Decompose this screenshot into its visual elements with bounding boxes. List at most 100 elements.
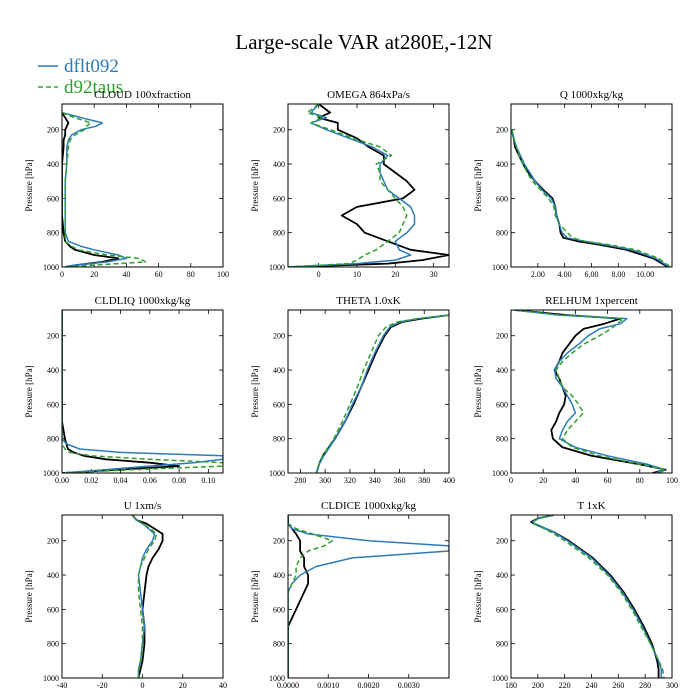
ytick-label: 200 [47,537,59,546]
ytick-label: 800 [496,229,508,238]
series-line-dflt092 [514,310,665,473]
legend-label-dflt092: dflt092 [64,56,119,77]
ylabel-q: Pressure [hPa] [473,159,483,211]
xtick-label: 40 [219,681,227,690]
panel-cloud: CLOUD 100xfraction Pressure [hPa] 20 0 400 60… [24,89,229,279]
xtick-label: -20 [97,681,108,690]
ytick-label: 600 [273,194,285,203]
series-line-obs [288,515,310,678]
panel-title-cloud: CLOUD 100xfraction [94,89,191,101]
panel-title-cldliq: CLDLIQ 1000xkg/kg [95,295,191,307]
series-line-dflt092 [315,314,449,473]
panel-omega: OMEGA 864xPa/s Pressure [hPa] 200 400 600 800… [250,89,450,279]
xtick-label: 100 [666,476,678,485]
ylabel-theta: Pressure [hPa] [250,365,260,417]
panel-title-q: Q 1000xkg/kg [560,89,624,101]
ytick-label: 800 [496,435,508,444]
ytick-label: 1000 [492,263,508,272]
plot-frame [61,309,224,474]
xtick-label: 400 [443,476,455,485]
plot-frame [510,103,673,268]
ytick-label: 400 [47,571,59,580]
ytick-label: 1000 [492,674,508,683]
panel-title-cldice: CLDICE 1000xkg/kg [321,500,417,512]
ytick-label: 800 [47,640,59,649]
ytick-label: 1000 [269,469,285,478]
series-line-d92taus [288,515,334,678]
ytick-label: 800 [47,435,59,444]
ytick-label: 200 [273,126,285,135]
xtick-label: 60 [155,270,163,279]
xtick-label: 0.02 [84,476,98,485]
series-line-d92taus [511,129,672,267]
panel-q: Q 1000xkg/kg Pressure [hPa] 200 400 600 800 10… [473,89,673,279]
series-line-d92taus [131,515,158,678]
xtick-label: 20 [90,270,98,279]
series-line-d92taus [288,104,408,267]
xtick-label: 6.00 [585,270,599,279]
xtick-label: 180 [505,681,517,690]
ylabel-cloud: Pressure [hPa] [24,159,34,211]
plot-frame [61,103,224,268]
xtick-label: 30 [430,270,438,279]
ytick-label: 600 [47,605,59,614]
series-line-dflt092 [62,111,128,267]
xtick-label: 4.00 [558,270,572,279]
ylabel-relhum: Pressure [hPa] [473,365,483,417]
panel-title-omega: OMEGA 864xPa/s [327,89,410,101]
series-line-d92taus [531,515,665,678]
xtick-label: 10 [353,270,361,279]
series-line-d92taus [514,310,667,473]
plot-frame [287,514,450,679]
series-line-obs [62,112,120,267]
xtick-label: 360 [393,476,405,485]
ytick-label: 400 [273,160,285,169]
xtick-label: 0 [60,270,64,279]
ytick-label: 200 [496,126,508,135]
plot-frame [510,514,673,679]
xtick-label: 0 [141,681,145,690]
ylabel-t: Pressure [hPa] [473,570,483,622]
ytick-label: 600 [496,605,508,614]
panel-cldice: CLDICE 1000xkg/kg Pressure [hPa] 200 400 600… [250,500,450,690]
ytick-label: 400 [496,366,508,375]
ylabel-omega: Pressure [hPa] [250,159,260,211]
ytick-label: 600 [496,194,508,203]
xtick-label: 8.00 [611,270,625,279]
ytick-label: 800 [273,229,285,238]
plot-frame [287,309,450,474]
series-line-d92taus [62,310,223,473]
panel-theta: THETA 1.0xK Pressure [hPa] 200 400 600 800 100… [250,295,455,485]
ytick-label: 600 [47,400,59,409]
ytick-label: 600 [273,400,285,409]
xtick-label: 0 [509,476,513,485]
xtick-label: 40 [571,476,579,485]
ytick-label: 400 [47,160,59,169]
panel-title-relhum: RELHUM 1xpercent [545,295,638,307]
xtick-label: 300 [666,681,678,690]
ytick-label: 400 [496,160,508,169]
xtick-label: 0.0030 [398,681,420,690]
legend: dflt092 d92taus [38,56,123,98]
ytick-label: 200 [496,537,508,546]
xtick-label: 240 [586,681,598,690]
ytick-label: 800 [273,435,285,444]
xtick-label: 20 [539,476,547,485]
xtick-label: 2.00 [531,270,545,279]
panel-cldliq: CLDLIQ 1000xkg/kg Pressure [hPa] 200 400 600… [24,295,224,485]
xtick-label: 80 [187,270,195,279]
series-line-obs [288,104,449,267]
xtick-label: 0.00 [55,476,69,485]
xtick-label: 20 [391,270,399,279]
series-line-obs [511,129,669,267]
ytick-label: 800 [496,640,508,649]
plot-frame [287,103,450,268]
ytick-label: 400 [47,366,59,375]
xtick-label: 10.00 [636,270,654,279]
xtick-label: 220 [559,681,571,690]
ylabel-cldice: Pressure [hPa] [250,570,260,622]
xtick-label: 340 [369,476,381,485]
